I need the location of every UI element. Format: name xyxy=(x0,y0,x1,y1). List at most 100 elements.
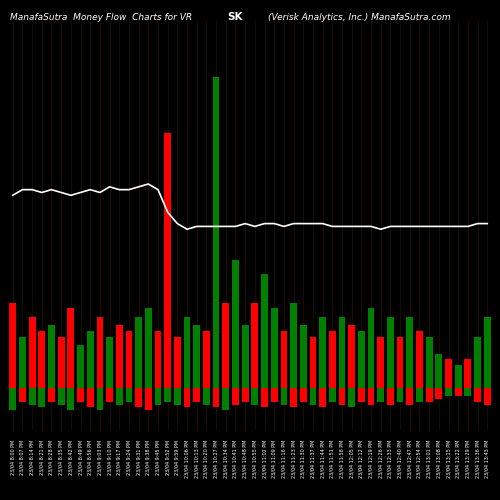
Bar xyxy=(261,274,268,388)
Bar xyxy=(96,388,103,410)
Bar xyxy=(358,331,365,388)
Bar xyxy=(68,388,74,410)
Bar xyxy=(319,388,326,407)
Bar xyxy=(261,388,268,407)
Bar xyxy=(28,388,35,404)
Bar xyxy=(445,360,452,388)
Bar xyxy=(406,317,413,388)
Bar xyxy=(106,388,113,402)
Bar xyxy=(87,388,94,407)
Bar xyxy=(426,388,432,402)
Bar xyxy=(378,336,384,388)
Bar xyxy=(145,388,152,410)
Bar xyxy=(280,331,287,388)
Bar xyxy=(464,360,471,388)
Bar xyxy=(271,388,278,402)
Bar xyxy=(28,317,35,388)
Bar xyxy=(184,317,190,388)
Bar xyxy=(68,308,74,388)
Bar xyxy=(396,388,404,402)
Bar xyxy=(300,326,306,388)
Bar xyxy=(368,308,374,388)
Bar xyxy=(387,317,394,388)
Bar xyxy=(300,388,306,402)
Bar xyxy=(416,331,423,388)
Bar xyxy=(222,388,229,410)
Bar xyxy=(58,336,64,388)
Bar xyxy=(135,317,142,388)
Bar xyxy=(290,388,297,407)
Bar xyxy=(474,336,481,388)
Bar xyxy=(164,133,171,388)
Bar xyxy=(406,388,413,404)
Text: SK: SK xyxy=(228,12,243,22)
Bar xyxy=(474,388,481,402)
Bar xyxy=(464,388,471,396)
Bar xyxy=(232,260,239,388)
Bar xyxy=(338,388,345,404)
Bar xyxy=(77,388,84,402)
Bar xyxy=(96,317,103,388)
Bar xyxy=(38,331,45,388)
Bar xyxy=(358,388,365,402)
Bar xyxy=(154,388,162,404)
Bar xyxy=(48,388,55,402)
Bar xyxy=(329,331,336,388)
Bar xyxy=(436,388,442,399)
Bar xyxy=(445,388,452,396)
Bar xyxy=(222,303,229,388)
Bar xyxy=(116,388,122,404)
Bar xyxy=(455,388,462,396)
Bar xyxy=(126,331,132,388)
Bar xyxy=(126,388,132,402)
Bar xyxy=(58,388,64,404)
Bar xyxy=(10,303,16,388)
Bar xyxy=(426,336,432,388)
Bar xyxy=(368,388,374,404)
Bar xyxy=(174,388,181,404)
Bar xyxy=(194,388,200,402)
Bar xyxy=(242,388,248,402)
Bar xyxy=(212,76,220,388)
Bar xyxy=(212,388,220,407)
Bar xyxy=(252,303,258,388)
Bar xyxy=(280,388,287,404)
Bar xyxy=(19,388,26,402)
Bar xyxy=(271,308,278,388)
Bar xyxy=(455,365,462,388)
Bar xyxy=(194,326,200,388)
Bar xyxy=(154,331,162,388)
Bar xyxy=(87,331,94,388)
Bar xyxy=(436,354,442,388)
Bar xyxy=(396,336,404,388)
Bar xyxy=(378,388,384,402)
Bar xyxy=(348,388,355,407)
Bar xyxy=(484,388,490,404)
Bar xyxy=(387,388,394,404)
Bar xyxy=(329,388,336,402)
Bar xyxy=(416,388,423,402)
Bar xyxy=(48,326,55,388)
Bar xyxy=(174,336,181,388)
Text: ManafaSutra  Money Flow  Charts for VR: ManafaSutra Money Flow Charts for VR xyxy=(10,12,192,22)
Bar xyxy=(252,388,258,404)
Bar xyxy=(290,303,297,388)
Bar xyxy=(338,317,345,388)
Bar xyxy=(319,317,326,388)
Bar xyxy=(164,388,171,402)
Bar xyxy=(242,326,248,388)
Bar xyxy=(348,326,355,388)
Bar xyxy=(310,336,316,388)
Bar xyxy=(310,388,316,404)
Bar xyxy=(203,331,210,388)
Bar xyxy=(38,388,45,407)
Text: (Verisk Analytics, Inc.) ManafaSutra.com: (Verisk Analytics, Inc.) ManafaSutra.com xyxy=(268,12,450,22)
Bar xyxy=(484,317,490,388)
Bar xyxy=(77,345,84,388)
Bar xyxy=(116,326,122,388)
Bar xyxy=(19,336,26,388)
Bar xyxy=(232,388,239,404)
Bar xyxy=(145,308,152,388)
Bar xyxy=(184,388,190,407)
Bar xyxy=(106,336,113,388)
